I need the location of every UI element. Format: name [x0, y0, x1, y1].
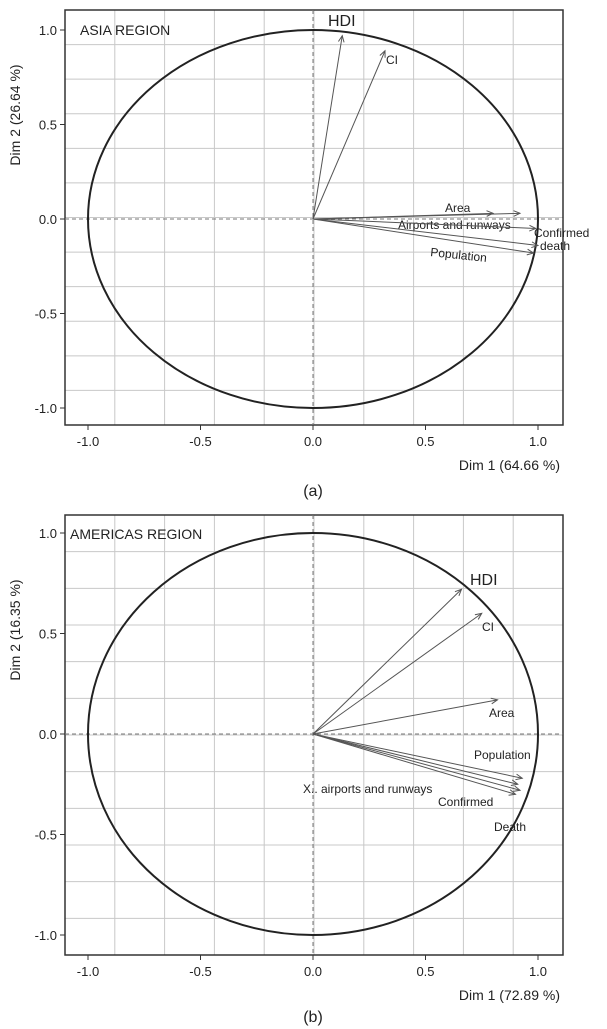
vector-label: X.. airports and runways	[303, 782, 432, 796]
vector-label: death	[540, 239, 570, 253]
variable-vectors: HDICIAreaAirports and runwaysConfirmedde…	[312, 13, 589, 265]
vector-arrowhead	[510, 779, 519, 786]
y-tick-label: 1.0	[39, 23, 57, 38]
vector-label: Area	[489, 706, 515, 720]
x-tick-label: 0.0	[304, 964, 322, 979]
panel-caption: (b)	[303, 1009, 323, 1026]
correlation-circle	[87, 29, 539, 409]
vector-line	[312, 218, 539, 246]
x-tick-label: -0.5	[189, 434, 211, 449]
vector-line	[312, 733, 516, 795]
vector-line	[312, 50, 386, 220]
vector-line	[312, 733, 523, 779]
panel-asia: -1.0 -0.5 0.0 0.5 1.0 1.0 0.5 0.0 -0.5 -1.0 Dim 1 …	[7, 9, 589, 500]
vector-arrowhead	[490, 697, 499, 705]
grid	[65, 10, 563, 425]
vector-line	[312, 218, 534, 254]
vector-arrowhead	[513, 785, 522, 792]
grid	[65, 515, 563, 955]
vector-arrowhead	[486, 210, 495, 217]
x-tick-label: 1.0	[529, 434, 547, 449]
vector-line	[312, 588, 462, 735]
y-tick-label: -1.0	[35, 928, 57, 943]
y-tick-label: 0.5	[39, 118, 57, 133]
plot-frame	[64, 9, 564, 426]
vector-line	[312, 699, 498, 735]
x-tick-label: 1.0	[529, 964, 547, 979]
vector-arrowhead	[529, 224, 537, 232]
vector-arrowhead	[513, 210, 522, 217]
vector-line	[312, 35, 343, 220]
vector-label: CI	[386, 53, 398, 67]
vector-line	[312, 733, 521, 791]
y-tick-label: 0.5	[39, 627, 57, 642]
plot-frame	[64, 514, 564, 956]
panel-caption: (a)	[303, 483, 323, 500]
vector-arrowhead	[508, 789, 517, 796]
y-axis-title: Dim 2 (16.35 %)	[7, 579, 23, 680]
y-tick-label: -0.5	[35, 307, 57, 322]
x-tick-label: -1.0	[77, 434, 99, 449]
y-tick-label: 0.0	[39, 212, 57, 227]
vector-arrowhead	[379, 49, 386, 58]
correlation-circle	[87, 532, 539, 936]
vector-label: Area	[445, 201, 471, 215]
vector-line	[312, 612, 483, 735]
vector-label: Population	[430, 245, 488, 265]
y-axis-title: Dim 2 (26.64 %)	[7, 64, 23, 165]
y-tick-label: 0.0	[39, 727, 57, 742]
vector-arrowhead	[531, 241, 540, 249]
vector-arrowhead	[338, 34, 345, 43]
vector-label: HDI	[328, 13, 356, 30]
x-tick-label: -0.5	[189, 964, 211, 979]
vector-arrowhead	[454, 588, 463, 596]
vector-line	[312, 212, 521, 220]
y-tick-label: -0.5	[35, 828, 57, 843]
region-title: ASIA REGION	[80, 22, 170, 38]
x-tick-label: -1.0	[77, 964, 99, 979]
vector-line	[312, 733, 518, 785]
vector-arrowhead	[474, 612, 483, 620]
vector-label: CI	[482, 620, 494, 634]
vector-label: HDI	[470, 572, 498, 589]
x-tick-label: 0.5	[416, 434, 434, 449]
x-tick-label: 0.0	[304, 434, 322, 449]
vector-label: Population	[474, 748, 531, 762]
vector-line	[312, 218, 536, 229]
vector-label: Confirmed	[534, 226, 589, 240]
y-tick-label: 1.0	[39, 526, 57, 541]
vector-label: Confirmed	[438, 795, 493, 809]
y-tick-label: -1.0	[35, 401, 57, 416]
region-title: AMERICAS REGION	[70, 526, 202, 542]
vector-arrowhead	[526, 248, 535, 256]
x-axis-title: Dim 1 (64.66 %)	[459, 457, 560, 473]
x-tick-label: 0.5	[416, 964, 434, 979]
vector-label: Death	[494, 820, 526, 834]
vector-arrowhead	[515, 773, 524, 781]
variable-vectors: HDI CI Area Population X.. airports and runw…	[303, 572, 531, 834]
x-axis-title: Dim 1 (72.89 %)	[459, 987, 560, 1003]
panel-americas: -1.0 -0.5 0.0 0.5 1.0 1.0 0.5 0.0 -0.5 -1.0 Dim 1 …	[7, 514, 564, 1026]
